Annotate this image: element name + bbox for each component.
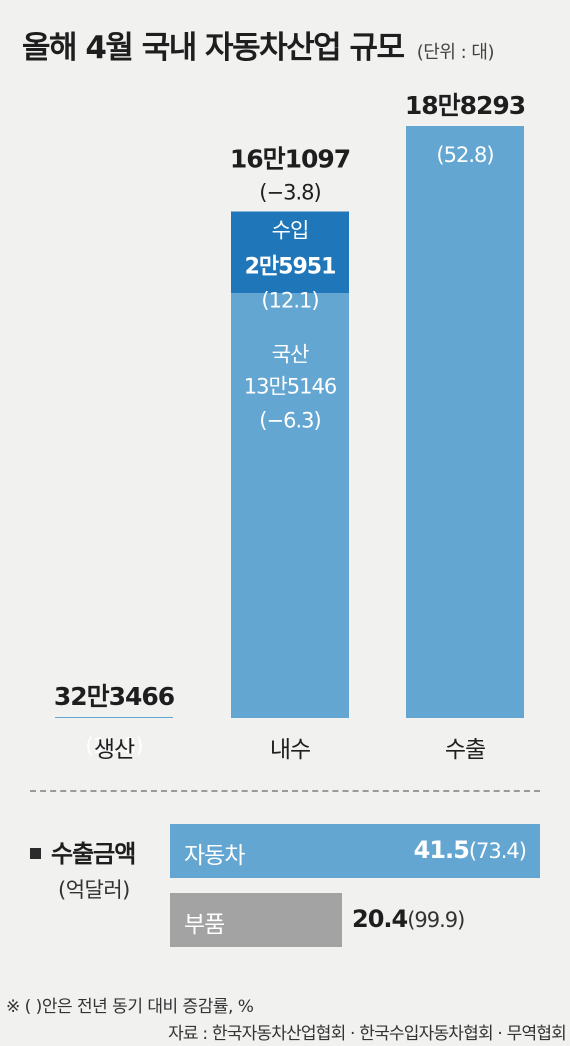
export-bar-car-label: 자동차 <box>184 843 245 869</box>
chart-title-text: 올해 4월 국내 자동차산업 규모 <box>22 30 405 66</box>
square-bullet-icon <box>30 847 41 859</box>
section-divider <box>30 790 540 792</box>
import-segment-change: (12.1) <box>261 289 318 313</box>
change-label-production: (11.8) <box>85 734 142 758</box>
export-car-value: 41.5(73.4) <box>413 836 527 864</box>
value-label-domestic-total: 16만1097 <box>230 145 350 174</box>
export-bar-car: 자동차 <box>170 824 540 878</box>
category-label-2: 수출 <box>445 737 485 763</box>
category-label-1: 내수 <box>270 737 310 763</box>
bar-domestic-made <box>231 293 349 718</box>
export-parts-amount: 20.4 <box>352 905 408 933</box>
bar-domestic-import <box>231 211 349 294</box>
export-bar-parts: 부품 <box>170 893 342 947</box>
value-label-production: 32만3466 <box>54 682 175 711</box>
export-bar-parts-label: 부품 <box>184 912 225 938</box>
export-amount-title-text: 수출금액 <box>51 840 136 868</box>
unit-label: (단위 : 대) <box>416 42 495 63</box>
source-note: 자료 : 한국자동차산업협회 · 한국수입자동차협회 · 무역협회 <box>168 1024 567 1044</box>
import-segment-value: 2만5951 <box>245 255 336 280</box>
domestic-made-change: (−6.3) <box>259 409 320 433</box>
bar-export <box>406 126 524 718</box>
export-parts-value: 20.4(99.9) <box>352 905 465 933</box>
category-label-0: 생산 <box>94 737 135 763</box>
footnote: ※ ( )안은 전년 동기 대비 증감률, % <box>6 997 254 1017</box>
domestic-made-value: 13만5146 <box>244 375 337 399</box>
domestic-made-name: 국산 <box>272 343 309 367</box>
change-label-domestic-total: (−3.8) <box>259 181 320 205</box>
value-label-export: 18만8293 <box>405 91 525 120</box>
export-parts-change: (99.9) <box>407 908 465 932</box>
import-segment-name: 수입 <box>272 219 309 243</box>
change-label-export: (52.8) <box>436 143 493 167</box>
bar-production <box>55 716 173 718</box>
export-amount-title: 수출금액 <box>30 834 136 869</box>
vehicle-volume-chart: 32만3466 (11.8) 18만8293 (52.8) 16만1097 (−3.8) 수… <box>54 91 526 763</box>
export-car-amount: 41.5 <box>413 836 470 864</box>
export-amount-unit: (억달러) <box>58 878 130 902</box>
chart-title: 올해 4월 국내 자동차산업 규모 (단위 : 대) <box>22 22 495 67</box>
export-car-change: (73.4) <box>468 839 527 863</box>
